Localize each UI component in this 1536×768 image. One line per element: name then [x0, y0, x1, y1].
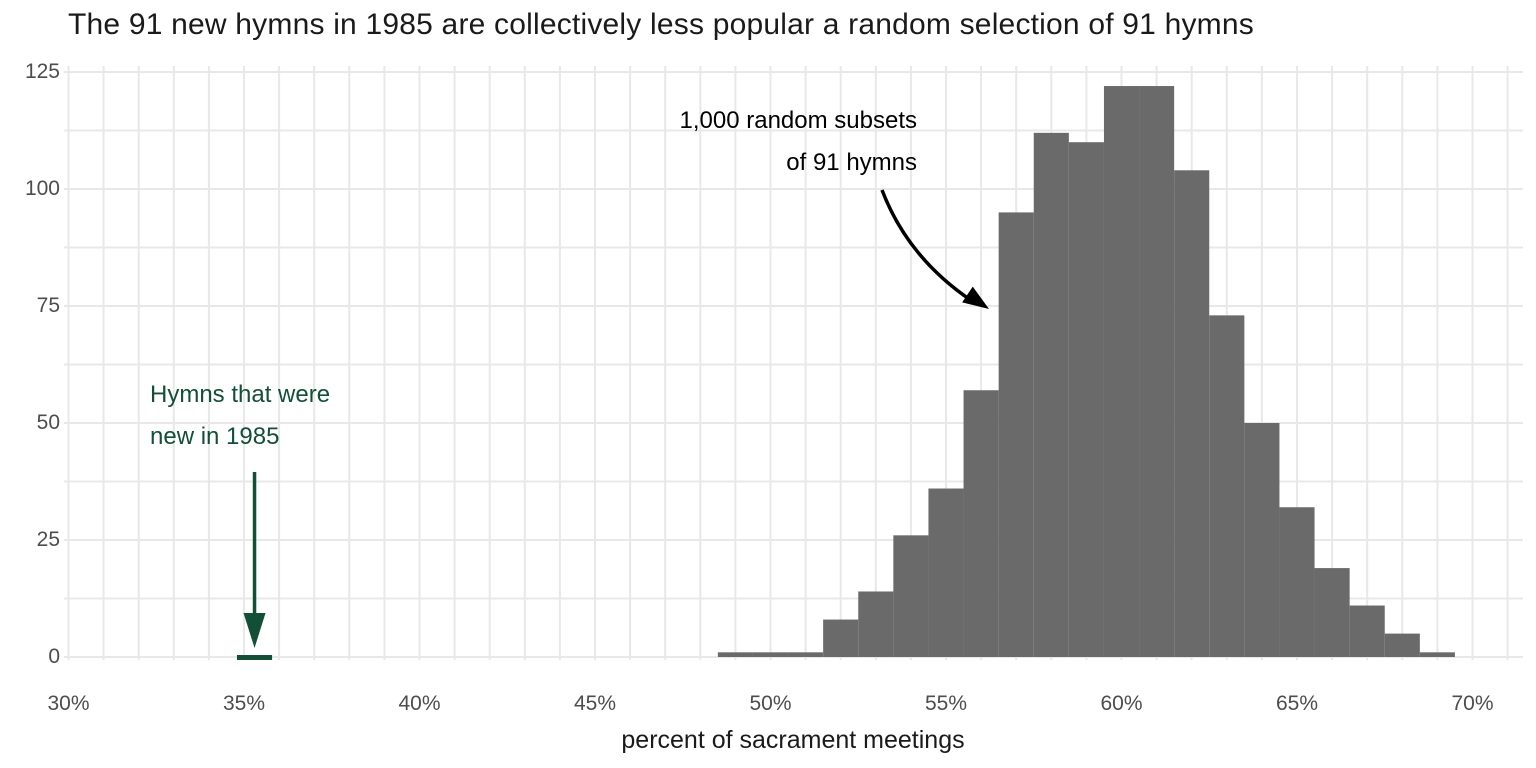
plot-panel: 1,000 random subsets of 91 hymns Hymns t…	[64, 66, 1523, 660]
x-axis-tick-label: 55%	[924, 692, 968, 715]
histogram-bar	[1314, 568, 1350, 657]
histogram-bar	[823, 619, 859, 657]
x-axis-tick-label: 45%	[573, 692, 617, 715]
annotation-random-subsets-line2: of 91 hymns	[786, 149, 917, 176]
histogram-bar	[1279, 507, 1315, 657]
x-axis-tick-label: 40%	[398, 692, 441, 715]
x-axis-tick-label: 70%	[1451, 692, 1494, 715]
y-axis-tick-label: 75	[36, 294, 60, 317]
annotation-new-hymns-line2: new in 1985	[150, 423, 280, 450]
histogram-bar	[1244, 423, 1280, 657]
green-arrow-head-icon	[243, 613, 266, 648]
y-axis-tick-label: 50	[36, 411, 60, 434]
y-axis-tick-label: 125	[24, 60, 60, 83]
histogram-bar	[928, 488, 964, 657]
histogram-bar	[1068, 142, 1104, 657]
annotation-new-hymns: Hymns that were new in 1985	[150, 374, 330, 458]
histogram-bar	[963, 390, 999, 657]
y-axis-tick-label: 100	[24, 177, 60, 200]
annotation-random-subsets-line1: 1,000 random subsets	[679, 107, 917, 134]
histogram-bar	[998, 212, 1034, 657]
histogram-bar	[1384, 633, 1420, 657]
chart-title: The 91 new hymns in 1985 are collectivel…	[68, 8, 1254, 41]
x-axis-tick-label: 35%	[222, 692, 266, 715]
x-axis-tick-label: 65%	[1275, 692, 1319, 715]
histogram-svg	[64, 66, 1523, 660]
histogram-bar	[1209, 315, 1245, 657]
black-arrow-shaft	[880, 189, 973, 303]
y-axis-tick-label: 0	[48, 645, 60, 668]
annotation-random-subsets: 1,000 random subsets of 91 hymns	[680, 100, 917, 184]
histogram-bar	[1033, 132, 1069, 658]
x-axis-title: percent of sacrament meetings	[621, 726, 965, 754]
histogram-bar	[893, 535, 929, 657]
black-arrow-head-icon	[962, 286, 989, 309]
x-axis-tick-label: 60%	[1100, 692, 1143, 715]
histogram-bar	[788, 652, 824, 657]
histogram-bar	[1349, 605, 1385, 657]
annotation-new-hymns-line1: Hymns that were	[150, 381, 331, 408]
histogram-bar	[1139, 86, 1175, 658]
histogram-bar	[1419, 652, 1455, 657]
histogram-bar	[1174, 170, 1210, 657]
histogram-bar	[858, 591, 894, 657]
x-axis-tick-label: 50%	[749, 692, 792, 715]
y-axis-tick-label: 25	[36, 528, 60, 551]
histogram-bar	[1103, 86, 1140, 658]
x-axis-tick-label: 30%	[47, 692, 90, 715]
histogram-bar	[717, 652, 753, 657]
histogram-bar	[752, 652, 789, 657]
